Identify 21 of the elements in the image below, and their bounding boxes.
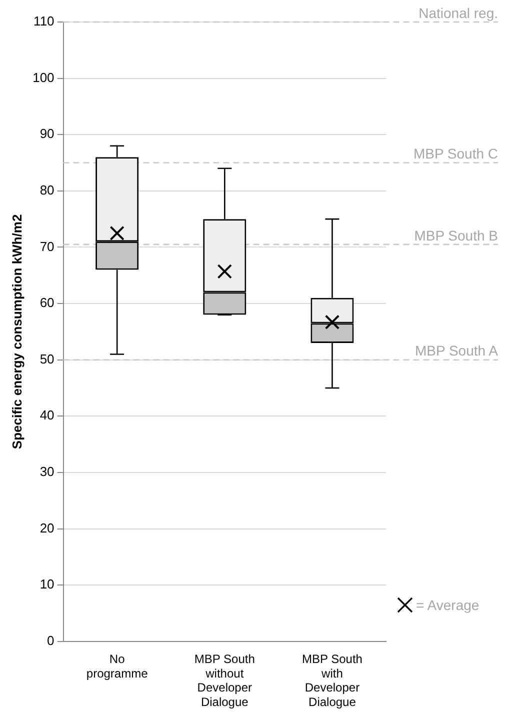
y-tick-label: 90 xyxy=(40,126,54,142)
y-tick-label: 40 xyxy=(40,408,54,423)
ref-line-label: MBP South B xyxy=(414,227,498,244)
y-tick-label: 10 xyxy=(40,576,54,592)
x-tick-label: MBP South without Developer Dialogue xyxy=(194,652,255,710)
y-tick-label: 100 xyxy=(32,70,54,85)
y-tick-label: 80 xyxy=(40,182,54,198)
y-tick-label: 0 xyxy=(47,632,54,648)
ref-line-label: MBP South C xyxy=(413,146,498,162)
y-tick-label: 20 xyxy=(40,520,54,536)
text: = Average xyxy=(416,597,480,613)
y-tick-label: 50 xyxy=(40,351,54,366)
x-tick-label: No programme xyxy=(86,652,148,680)
y-tick-label: 30 xyxy=(40,464,54,480)
y-axis-title: Specific energy consumption kWh/m2 xyxy=(9,214,24,450)
y-tick-label: 70 xyxy=(40,238,54,254)
y-tick-label: 110 xyxy=(34,14,54,29)
ref-line-label: MBP South A xyxy=(414,342,499,359)
y-tick-label: 60 xyxy=(40,295,54,310)
ref-line-label: National reg. xyxy=(418,4,498,21)
x-tick-label: MBP South with Developer Dialogue xyxy=(302,652,362,710)
